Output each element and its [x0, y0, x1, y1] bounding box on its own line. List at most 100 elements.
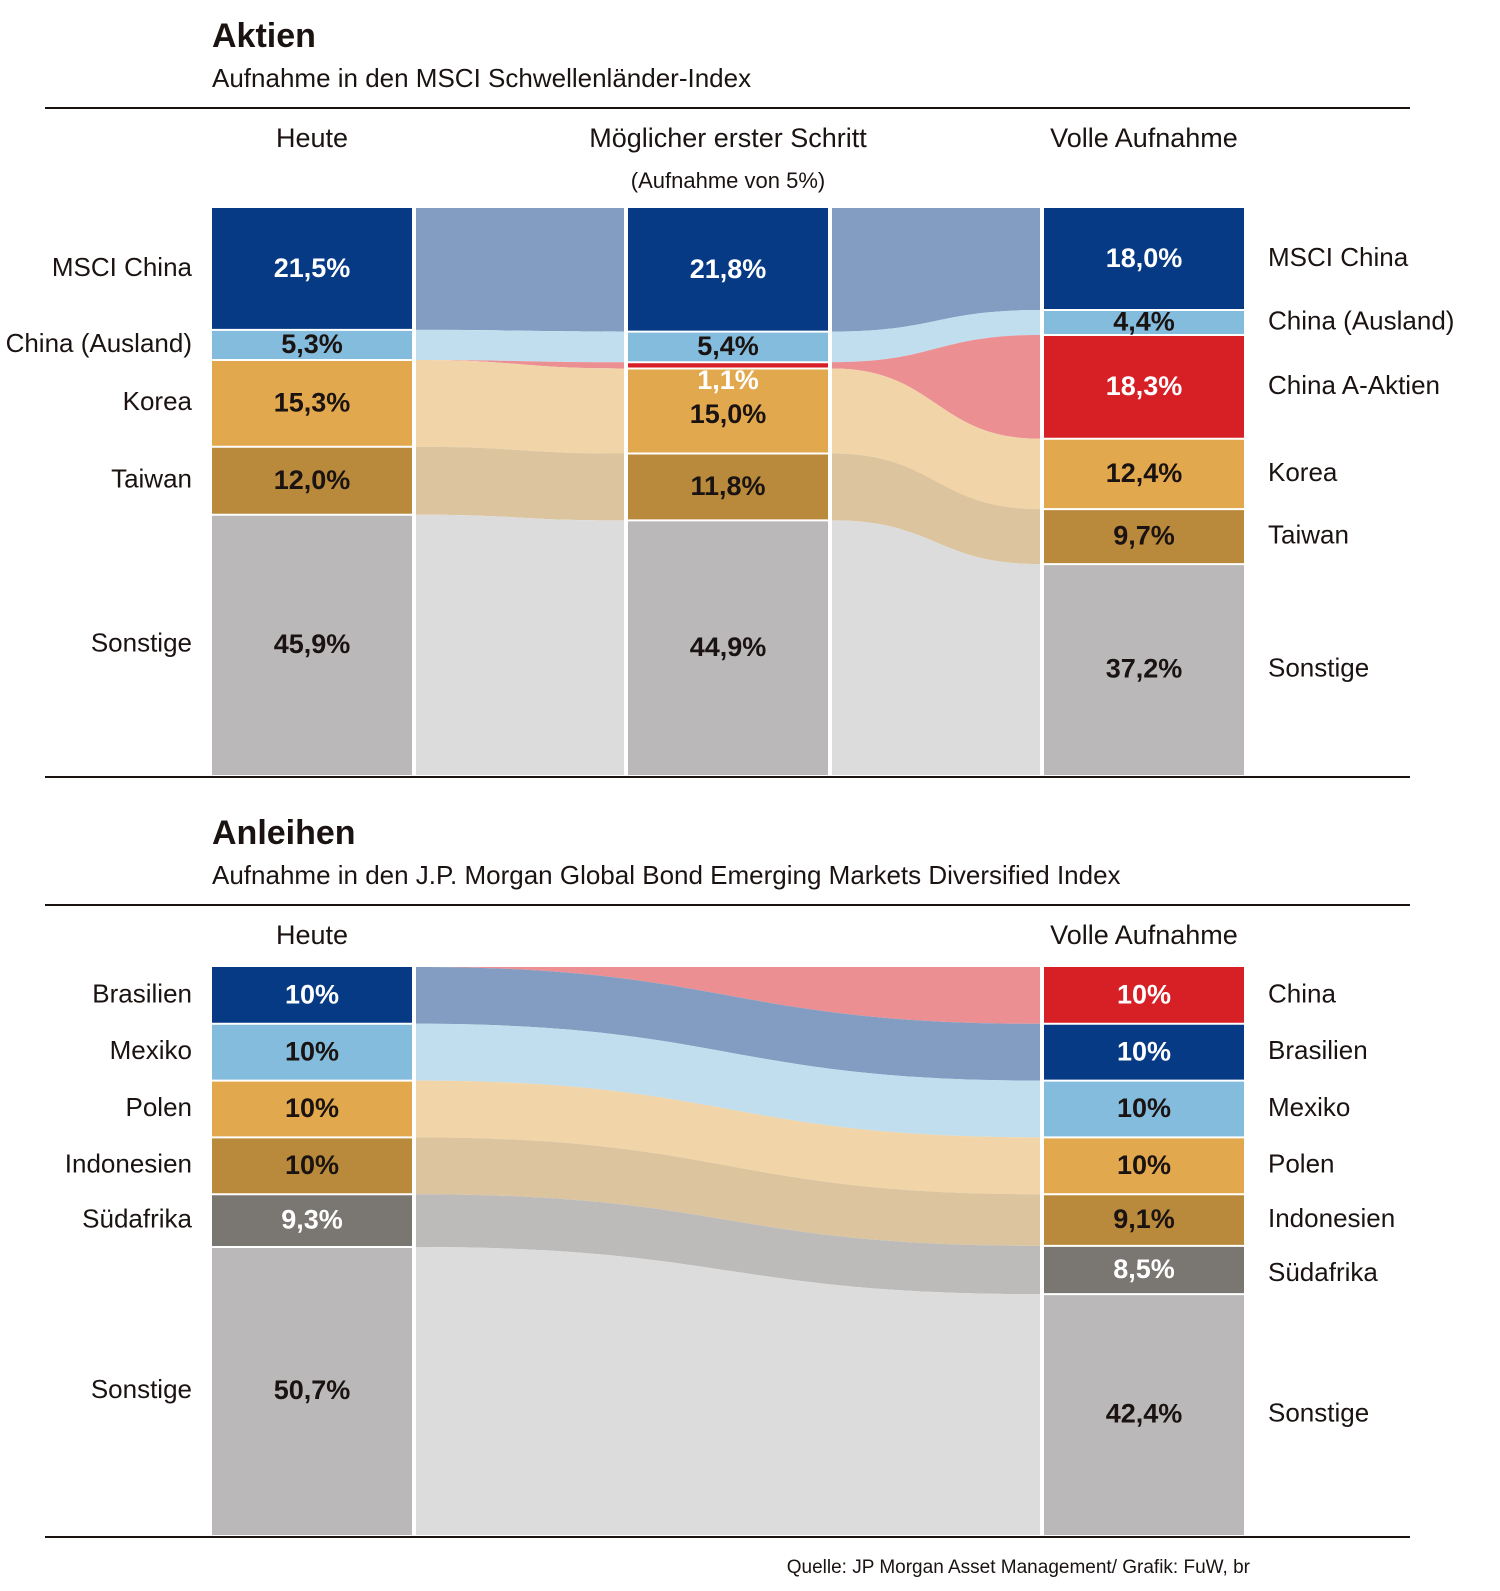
bar-segment	[212, 967, 412, 1024]
flow	[832, 520, 1040, 775]
bar-segment	[628, 453, 828, 521]
bar-segment	[1044, 1080, 1244, 1138]
value-label: 15,3%	[274, 387, 351, 417]
flow	[416, 1023, 1040, 1138]
bar-segment	[1044, 564, 1244, 775]
bar-segment	[212, 1137, 412, 1195]
series-label: Taiwan	[111, 464, 192, 494]
value-label: 10%	[285, 1150, 339, 1180]
bar-segment	[628, 208, 828, 332]
column-note: (Aufnahme von 5%)	[631, 168, 825, 193]
series-label: China (Ausland)	[1268, 305, 1454, 335]
series-label: MSCI China	[1268, 242, 1409, 272]
flow	[832, 310, 1040, 363]
value-label: 18,3%	[1106, 371, 1183, 401]
value-label: 37,2%	[1106, 654, 1183, 684]
bar-segment	[1044, 1245, 1244, 1295]
series-label: Sonstige	[1268, 1397, 1369, 1427]
series-label: Sonstige	[1268, 652, 1369, 682]
bar-segment	[628, 331, 828, 363]
flow	[832, 335, 1040, 439]
column-header: Heute	[276, 123, 348, 153]
series-label: Korea	[1268, 457, 1338, 487]
bar-segment	[212, 446, 412, 515]
series-label: Sonstige	[91, 1374, 192, 1404]
series-label: MSCI China	[52, 252, 193, 282]
series-label: Brasilien	[92, 978, 192, 1008]
value-label: 12,0%	[274, 465, 351, 495]
bar-segment	[212, 1247, 412, 1535]
bar-segment	[212, 1080, 412, 1138]
bar-segment	[1044, 1137, 1244, 1195]
value-label: 50,7%	[274, 1375, 351, 1405]
series-label: Sonstige	[91, 628, 192, 658]
flow	[416, 967, 1040, 1024]
flow	[416, 1080, 1040, 1195]
value-label: 10%	[1117, 1036, 1171, 1066]
series-label: Indonesien	[65, 1149, 192, 1179]
value-label: 8,5%	[1113, 1254, 1175, 1284]
bar-segment	[212, 514, 412, 775]
value-label: 15,0%	[690, 399, 767, 429]
series-label: Südafrika	[1268, 1257, 1378, 1287]
bar-segment	[1044, 1023, 1244, 1081]
value-label: 10%	[1117, 1150, 1171, 1180]
bar-segment	[1044, 1294, 1244, 1535]
column-header: Möglicher erster Schritt	[589, 123, 867, 153]
column-header: Volle Aufnahme	[1050, 123, 1238, 153]
series-label: China	[1268, 978, 1336, 1008]
series-label: Mexiko	[110, 1035, 192, 1065]
bar-segment	[212, 1023, 412, 1081]
bar-segment	[1044, 208, 1244, 311]
bar-segment	[1044, 967, 1244, 1024]
source: Quelle: JP Morgan Asset Management/ Graf…	[787, 1557, 1251, 1578]
value-label: 1,1%	[697, 365, 759, 395]
bar-segment	[212, 208, 412, 330]
flow	[416, 446, 624, 521]
series-label: Indonesien	[1268, 1203, 1395, 1233]
bar-segment	[212, 359, 412, 447]
series-label: China A-Aktien	[1268, 370, 1440, 400]
bar-segment	[1044, 509, 1244, 565]
series-label: Südafrika	[82, 1203, 192, 1233]
bar-segment	[1044, 335, 1244, 439]
series-label: Korea	[123, 386, 193, 416]
flow	[832, 208, 1040, 332]
value-label: 10%	[285, 980, 339, 1010]
column-header: Heute	[276, 920, 348, 950]
chart-title: Anleihen	[212, 814, 356, 852]
series-label: Mexiko	[1268, 1092, 1350, 1122]
value-label: 5,3%	[281, 329, 343, 359]
series-label: China (Ausland)	[6, 328, 192, 358]
bar-segment	[1044, 1194, 1244, 1246]
bar-segment	[1044, 438, 1244, 510]
series-label: Taiwan	[1268, 519, 1349, 549]
chart-subtitle: Aufnahme in den J.P. Morgan Global Bond …	[212, 860, 1121, 890]
value-label: 44,9%	[690, 632, 767, 662]
flow	[416, 1247, 1040, 1535]
value-label: 9,7%	[1113, 521, 1175, 551]
chart-subtitle: Aufnahme in den MSCI Schwellenländer-Ind…	[212, 63, 751, 93]
bar-segment	[1044, 310, 1244, 336]
value-label: 21,8%	[690, 254, 767, 284]
value-label: 21,5%	[274, 253, 351, 283]
bar-segment	[212, 329, 412, 360]
value-label: 4,4%	[1113, 307, 1175, 337]
value-label: 5,4%	[697, 331, 759, 361]
value-label: 12,4%	[1106, 458, 1183, 488]
chart-title: Aktien	[212, 17, 316, 55]
column-header: Volle Aufnahme	[1050, 920, 1238, 950]
series-label: Polen	[126, 1092, 193, 1122]
flow	[416, 359, 624, 454]
value-label: 10%	[1117, 980, 1171, 1010]
bar-segment	[628, 362, 828, 369]
series-label: Brasilien	[1268, 1035, 1368, 1065]
value-label: 9,3%	[281, 1205, 343, 1235]
flow	[832, 368, 1040, 510]
value-label: 11,8%	[690, 471, 765, 501]
flow	[416, 1137, 1040, 1246]
series-label: Polen	[1268, 1149, 1335, 1179]
flow	[416, 208, 624, 332]
flow	[416, 1194, 1040, 1295]
